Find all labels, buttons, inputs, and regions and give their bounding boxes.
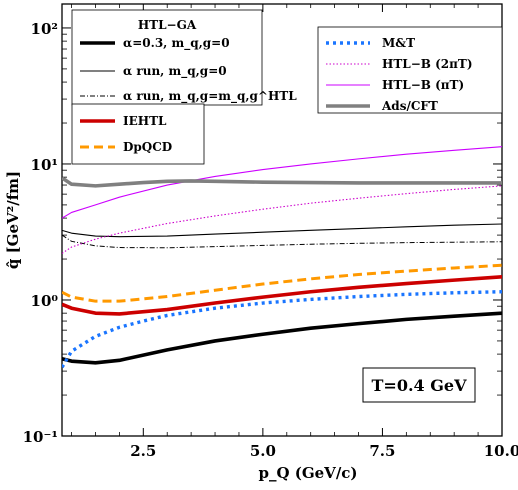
legend-box	[71, 9, 263, 106]
legend-entry-label: HTL−B (πT)	[382, 78, 464, 92]
legend-entry-label: α=0.3, m_q,g=0	[123, 36, 230, 51]
x-tick-label: 7.5	[369, 442, 395, 460]
temperature-annotation: T=0.4 GeV	[372, 376, 468, 395]
y-tick-label: 10⁰	[31, 292, 59, 310]
x-tick-label: 2.5	[130, 442, 156, 460]
legend-entry-label: Ads/CFT	[381, 99, 438, 113]
x-axis-ticks: 2.5 5.0 7.5 10.0	[71, 4, 518, 460]
plot-frame	[61, 3, 503, 437]
series-line-1	[62, 223, 502, 238]
legend-layer: HTL−GA α=0.3, m_q,g=0 α run, m_q,g=0 α run,…	[71, 9, 503, 165]
x-tick-label: 10.0	[484, 442, 518, 460]
x-tick-label: 5.0	[250, 442, 276, 460]
legend-entry-label: IEHTL	[123, 114, 167, 128]
legend-entry-label: DpQCD	[123, 140, 172, 154]
x-axis-label: p_Q (GeV/c)	[258, 464, 357, 482]
legend-box	[71, 103, 205, 165]
annotation-box	[362, 367, 476, 403]
legend-title: HTL−GA	[138, 18, 197, 32]
y-tick-label: 10⁻¹	[23, 428, 58, 446]
legend-entry-label: α run, m_q,g=0	[123, 64, 227, 79]
series-line-5	[62, 290, 502, 369]
legend-entry-label: HTL−B (2πT)	[382, 57, 473, 71]
series-line-4	[62, 263, 502, 303]
legend-entry-label: α run, m_q,g=m_q,g^HTL	[123, 89, 297, 104]
series-line-2	[62, 234, 502, 249]
y-tick-label: 10²	[31, 20, 58, 38]
series-line-0	[62, 311, 502, 365]
series-line-7	[62, 146, 502, 219]
series-line-3	[62, 275, 502, 316]
y-axis-label: q̂ [GeV²/fm]	[4, 171, 22, 269]
y-tick-label: 10¹	[31, 156, 58, 174]
series-line-6	[62, 185, 502, 254]
series-line-8	[62, 176, 502, 188]
series-layer	[62, 146, 502, 369]
y-axis-ticks: 10⁻¹ 10⁰ 10¹ 10²	[23, 20, 502, 446]
legend-entry-label: M&T	[382, 36, 415, 50]
